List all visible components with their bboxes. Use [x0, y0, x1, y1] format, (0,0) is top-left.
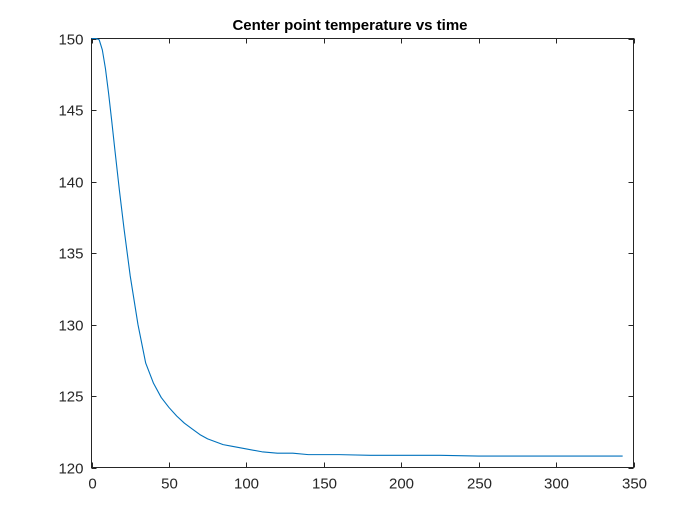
series-group — [91, 37, 623, 457]
y-tick-label: 130 — [58, 318, 83, 335]
y-axis: 120 125 130 135 140 145 150 — [58, 32, 634, 478]
x-tick-label: 150 — [312, 476, 337, 493]
x-tick-label: 250 — [467, 476, 492, 493]
y-tick-label: 125 — [58, 389, 83, 406]
y-tick-label: 135 — [58, 246, 83, 263]
temperature-series-line — [91, 37, 623, 457]
y-tick-label: 120 — [58, 461, 83, 478]
x-tick-label: 100 — [234, 476, 259, 493]
y-tick-label: 145 — [58, 103, 83, 120]
x-tick-label: 350 — [622, 476, 647, 493]
y-tick-label: 150 — [58, 32, 83, 49]
y-tick-label: 140 — [58, 175, 83, 192]
x-tick-label: 300 — [544, 476, 569, 493]
x-axis: 0 50 100 150 200 250 300 350 — [88, 38, 647, 493]
chart-title: Center point temperature vs time — [232, 17, 467, 34]
x-tick-label: 50 — [161, 476, 178, 493]
x-tick-label: 200 — [389, 476, 414, 493]
x-tick-label: 0 — [88, 476, 96, 493]
